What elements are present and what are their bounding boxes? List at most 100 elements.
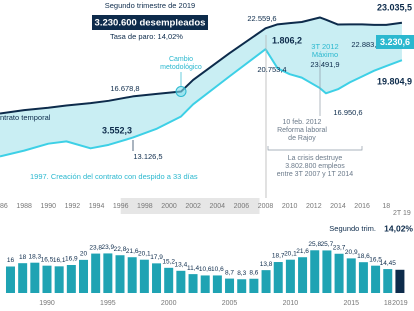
bar [103, 253, 113, 293]
x-tick-label: 2005 [222, 300, 238, 307]
bar [383, 269, 393, 293]
bar [54, 266, 64, 293]
bar [18, 263, 28, 293]
bar [176, 270, 186, 293]
x-tick-label: 18 [382, 203, 390, 210]
annotation: ntrato temporal [0, 113, 51, 122]
bar [164, 267, 174, 293]
bracket [267, 146, 363, 151]
x-tick-label: 1988 [16, 203, 32, 210]
value-label: 8,6 [249, 269, 258, 276]
annotation: 23.035,5 [377, 2, 412, 12]
value-label: 16 [7, 257, 15, 264]
value-label: 18,7 [272, 253, 285, 260]
value-label: 13,8 [260, 261, 273, 268]
annotation-layer: Segundo trimestre de 2019 3.230.600 dese… [0, 1, 414, 233]
bar [285, 259, 295, 293]
chart-note: Segundo trim. [329, 224, 376, 233]
background-layer: 1986 1988 1990 1992 1994 1996 1998 2000 2002 2004… [0, 17, 411, 217]
x-tick-label: 1992 [65, 203, 81, 210]
annotation: 3T 2012 [311, 42, 338, 51]
annotation: 3.802.800 empleos [285, 163, 345, 170]
annotation: 1997. Creación del contrato con despido … [30, 172, 198, 181]
value-label: 18,3 [28, 253, 41, 260]
annotation: 1.806,2 [272, 35, 302, 45]
x-tick-label: 2014 [330, 203, 346, 210]
annotation: 10 feb. 2012 [283, 119, 322, 126]
x-tick-label: 2010 [283, 300, 299, 307]
annotation: 23.491,9 [310, 60, 339, 69]
value-label: 20,9 [345, 249, 358, 256]
bar [66, 265, 76, 293]
bar [188, 274, 198, 293]
value-label: 16,5 [41, 256, 54, 263]
bar [358, 262, 368, 293]
x-tick-label: 1994 [89, 203, 105, 210]
annotation: 13.126,5 [133, 152, 162, 161]
x-tick-label: 1990 [40, 203, 56, 210]
value-label: 10,6 [211, 266, 224, 273]
bar [225, 278, 235, 293]
x-tick-label: 1995 [100, 300, 116, 307]
value-label: 8,3 [237, 270, 246, 277]
value-label: 18 [19, 254, 27, 261]
annotation: 16.950,6 [333, 108, 362, 117]
x-tick-label: 1986 [0, 203, 8, 210]
annotation: 22.559,6 [247, 14, 276, 23]
annotation: de Rajoy [288, 135, 316, 142]
bar [371, 265, 381, 293]
bar [273, 262, 283, 293]
x-tick-label: 2002 [185, 203, 201, 210]
bar [334, 253, 344, 293]
value-label: 17,9 [150, 254, 163, 261]
value-label: 21,6 [296, 248, 309, 255]
value-label: 11,4 [187, 265, 200, 272]
bar [395, 269, 405, 293]
value-label: 18,6 [357, 253, 370, 260]
x-tick-label: 2000 [161, 300, 177, 307]
annotation: 3.230.600 desempleados [95, 17, 206, 28]
annotation: metodológico [160, 64, 202, 71]
value-label: 23,7 [333, 244, 346, 251]
highlight-box [92, 15, 208, 30]
bar [79, 259, 89, 293]
gap-area [0, 17, 402, 157]
annotation: 16.678,8 [110, 84, 139, 93]
bar [346, 258, 356, 293]
bar [91, 253, 101, 293]
bar [115, 255, 125, 293]
bar [298, 257, 308, 293]
x-tick-label: 1998 [137, 203, 153, 210]
bar [249, 278, 259, 293]
x-tick-label: 1990 [39, 300, 55, 307]
bar [261, 270, 271, 293]
bar [152, 263, 162, 293]
bar [30, 262, 40, 293]
annotation: Segundo trimestre de 2019 [105, 1, 195, 10]
series-line [0, 48, 403, 158]
value-label: 20,1 [138, 250, 151, 257]
annotation: Reforma laboral [277, 127, 327, 134]
x-tick-label: 2019 [392, 300, 408, 307]
x-tick-label: 2015 [343, 300, 359, 307]
annotation: 3.552,3 [102, 125, 132, 135]
annotation: La crisis destruye [288, 155, 343, 162]
x-tick-label: 1996 [113, 203, 129, 210]
annotation: 22.883,9 [351, 40, 380, 49]
bar [200, 275, 210, 293]
value-label: 16,1 [53, 257, 66, 264]
value-label: 16,5 [369, 256, 382, 263]
marker-circle [175, 86, 187, 97]
bar [5, 266, 15, 293]
bar [212, 275, 222, 293]
value-label: 8,7 [225, 269, 234, 276]
value-label: 10,6 [199, 266, 212, 273]
value-label: 14,02% [384, 223, 413, 233]
value-label: 16,9 [65, 256, 78, 263]
bar [310, 250, 320, 293]
value-label: 23,8 [89, 244, 102, 251]
highlight-band [120, 198, 260, 214]
